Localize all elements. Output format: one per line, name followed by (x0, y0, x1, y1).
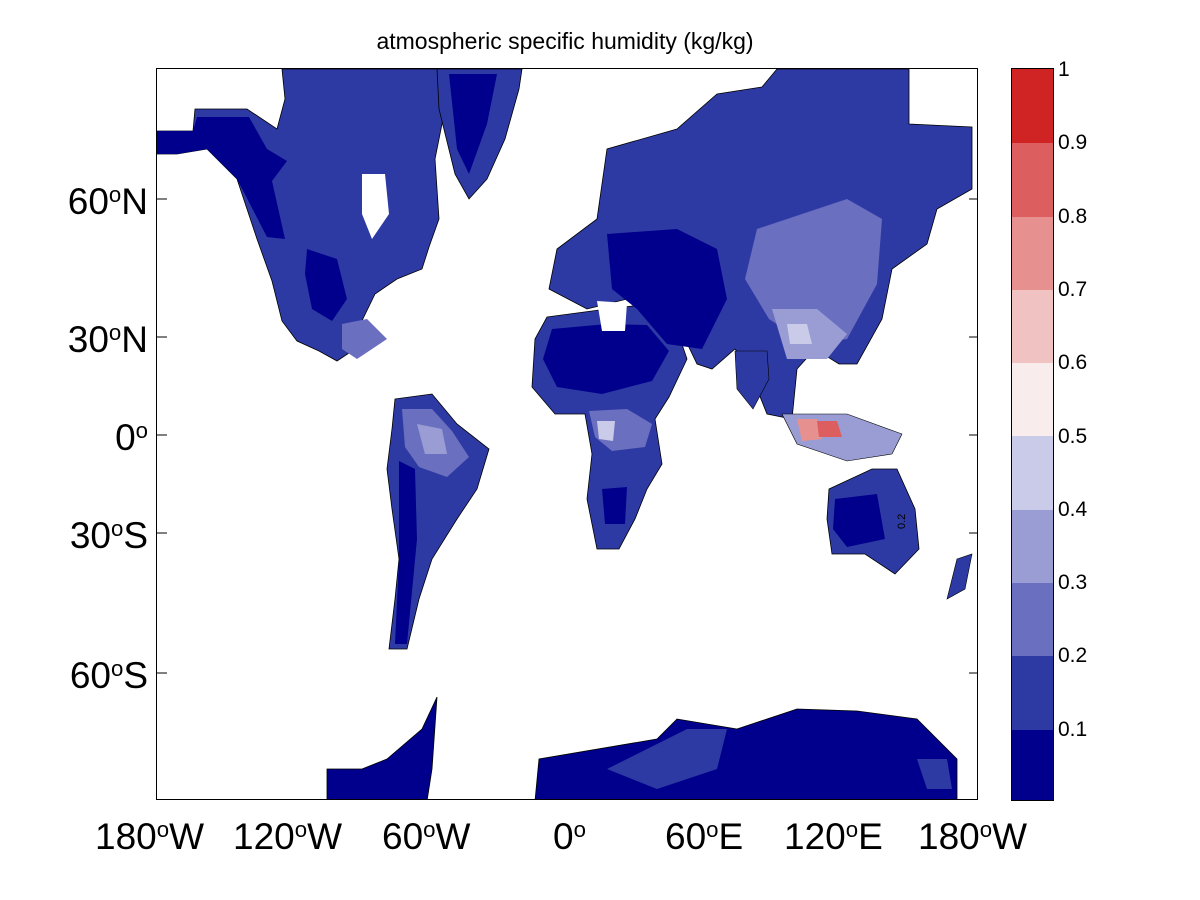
south-america-amazon-core (417, 424, 447, 454)
australia-dry-interior (833, 494, 885, 547)
colorbar-band (1012, 288, 1053, 364)
colorbar-tick-label: 0.3 (1058, 571, 1088, 595)
colorbar-tick-label: 0.7 (1058, 277, 1088, 301)
landmass-antarctica (534, 708, 958, 799)
africa-congo-peak (597, 421, 615, 441)
colorbar-band (1012, 435, 1053, 510)
colorbar-band (1012, 69, 1053, 144)
colorbar-tick-label: 1 (1058, 58, 1070, 81)
colorbar-band (1012, 508, 1053, 584)
indonesia-borneo-peak (817, 421, 842, 437)
y-tick-label-60N: 60oN (67, 181, 148, 222)
colorbar-tick-label: 0.2 (1058, 644, 1088, 668)
north-america-rockies (305, 249, 347, 321)
landmass-north-america (157, 69, 458, 362)
colorbar-tick-label: 0.6 (1058, 351, 1088, 375)
colorbar-tick-label: 0.8 (1058, 204, 1088, 228)
colorbar-band (1012, 655, 1053, 730)
x-tick-label-120E: 120oE (784, 816, 883, 857)
x-tick-label-180W: 180oW (95, 816, 205, 857)
north-america-gulf-moist (342, 319, 387, 359)
north-america-ice-hole (362, 174, 389, 239)
africa-kalahari (602, 487, 627, 524)
eurasia-arabia-hole (597, 301, 627, 331)
eurasia-tibet-moist (745, 199, 882, 344)
colorbar-band (1012, 142, 1053, 217)
plot-frame-ticks (157, 198, 977, 674)
colorbar-band (1012, 582, 1053, 657)
colorbar-band (1012, 215, 1053, 290)
x-tick-label-0: 0o (553, 816, 586, 857)
colorbar-tick-label: 0.1 (1058, 717, 1088, 741)
landmass-new-zealand (946, 553, 973, 600)
x-tick-label-180W-right: 180oW (918, 816, 1028, 857)
antarctica-coastal-band (607, 729, 727, 789)
south-america-andes (395, 461, 417, 644)
y-tick-label-30N: 30oN (67, 319, 148, 360)
chart-title: atmospheric specific humidity (kg/kg) (376, 28, 754, 54)
landmass-antarctic-peninsula (326, 696, 438, 799)
contour-label: 0.2 (896, 514, 908, 529)
map-canvas: 0.2 (157, 69, 977, 799)
eurasia-india (734, 350, 770, 410)
indonesia-moist-peak (797, 419, 822, 441)
eurasia-central-asia-dry (607, 229, 727, 349)
eurasia-south-china-peak (787, 324, 812, 344)
greenland-dry-core (449, 74, 497, 174)
y-tick-label-30S: 30oS (69, 515, 148, 556)
x-tick-label-60E: 60oE (665, 816, 744, 857)
map-plot-area: 0.2 (156, 68, 978, 800)
colorbar (1011, 68, 1054, 801)
north-america-low-region (157, 117, 287, 239)
colorbar-tick-label: 0.5 (1058, 424, 1088, 448)
x-tick-label-120W: 120oW (233, 816, 343, 857)
y-tick-label-0: 0o (115, 417, 148, 458)
africa-sahara (543, 324, 669, 394)
y-tick-label-60S: 60oS (69, 655, 148, 696)
colorbar-tick-label: 0.9 (1058, 131, 1088, 155)
colorbar-band (1012, 362, 1053, 437)
antarctica-east-coast (917, 759, 952, 789)
africa-equatorial (589, 409, 652, 451)
colorbar-band (1012, 728, 1053, 800)
x-tick-label-60W: 60oW (382, 816, 471, 857)
colorbar-tick-label: 0.4 (1058, 497, 1088, 521)
